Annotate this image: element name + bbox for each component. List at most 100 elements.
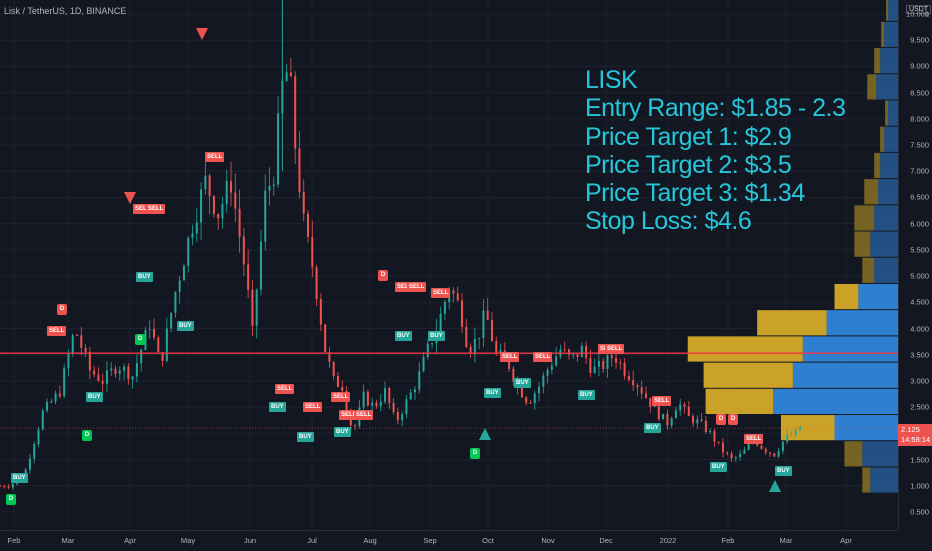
buy-signal-label: BUY [578,390,595,400]
candle-body [67,353,70,369]
candle-body [644,393,647,398]
currency-button[interactable]: USDT [905,5,931,14]
candle-body [786,434,789,442]
time-tick: 2022 [659,536,677,545]
candle-body [713,430,716,442]
candle-body [328,352,331,362]
candle-body [465,326,468,347]
candle-body [619,362,622,364]
candle-body [46,402,49,411]
volume-profile-sell [880,126,885,152]
candle-body [28,458,31,470]
candle-body [704,420,707,433]
candle-body [294,76,297,149]
candle-body [110,368,113,371]
candle-body [610,355,613,359]
price-tick: 4.500 [910,297,929,307]
volume-profile-buy [878,179,898,205]
candle-body [692,416,695,424]
overlay-line-title: LISK [585,66,638,94]
time-tick: Feb [7,536,21,545]
time-tick: Oct [482,536,494,545]
sell-signal-label: SELL [744,434,764,444]
price-tick: 7.000 [910,166,929,176]
candle-body [255,289,258,326]
candle-body [670,418,673,426]
candle-body [533,393,536,404]
candle-body [41,410,44,430]
candle-body [730,453,733,459]
volume-profile-sell [874,48,881,74]
candle-body [508,356,511,369]
trade-plan-overlay: LISK Entry Range: $1.85 - 2.3 Price Targ… [585,66,846,236]
price-chart[interactable] [0,0,898,530]
candle-body [555,356,558,366]
volume-profile-sell [886,0,889,21]
candle-body [529,402,532,404]
candle-body [54,393,57,402]
candle-body [324,324,327,353]
time-tick: Mar [61,536,75,545]
volume-profile-buy [870,467,898,493]
buy-signal-label: BUY [484,388,501,398]
candle-body [769,452,772,454]
candle-body [33,444,36,459]
buy-signal-label: BUY [177,321,194,331]
volume-profile-buy [773,388,898,415]
price-tick: 9.500 [910,35,929,45]
candle-body [499,350,502,353]
candle-body [71,335,74,354]
candle-body [375,402,378,407]
sell-signal-label: SELL [354,410,374,420]
candle-body [272,184,275,186]
candle-body [473,338,476,354]
sell-signal-label: SELL [605,344,625,354]
candle-body [362,391,365,408]
price-tick: 10.000 [906,9,929,19]
buy-signal-label: BUY [710,462,727,472]
time-axis[interactable]: Feb Mar Apr May Jun Jul Aug Sep Oct Nov Dec 2022 Feb… [0,530,898,551]
chart-area[interactable]: Lisk / TetherUS, 1D, BINANCE LISK Entry … [0,0,898,530]
candle-body [572,354,575,356]
divergence-marker: D [728,414,738,425]
price-tick: 8.000 [910,114,929,124]
candle-body [490,319,493,342]
candle-body [405,399,408,415]
candle-body [525,397,528,403]
candle-body [195,222,198,234]
candle-body [50,401,53,403]
candle-body [88,351,91,371]
candle-body [212,196,215,214]
candle-body [726,452,729,454]
candle-body [623,362,626,376]
candle-body [461,300,464,327]
candle-body [302,191,305,214]
symbol-title[interactable]: Lisk / TetherUS, 1D, BINANCE [4,6,127,16]
candle-body [443,301,446,314]
candle-body [739,453,742,458]
candle-body [781,441,784,451]
candle-body [234,192,237,209]
candle-body [794,429,797,436]
candle-body [251,289,254,326]
volume-profile-buy [884,21,898,48]
candle-body [366,391,369,406]
candle-body [640,387,643,394]
volume-profile-buy [888,0,898,21]
volume-profile-buy [888,100,898,126]
overlay-line-target-3: Price Target 3: $1.34 [585,179,805,208]
volume-profile-buy [858,283,898,310]
candle-body [700,419,703,421]
candle-body [478,337,481,339]
candle-body [58,393,61,397]
buy-signal-label: BUY [334,427,351,437]
price-axis[interactable]: USDT 1 10.000 9.500 9.000 8.500 8.000 7.500 7.… [898,0,932,530]
buy-signal-label: BUY [297,432,314,442]
divergence-marker: D [470,448,480,459]
candle-body [131,376,134,380]
price-tick: 5.000 [910,271,929,281]
candle-body [200,189,203,223]
candle-body [24,469,27,476]
volume-profile-sell [780,415,835,441]
candle-body [674,410,677,419]
